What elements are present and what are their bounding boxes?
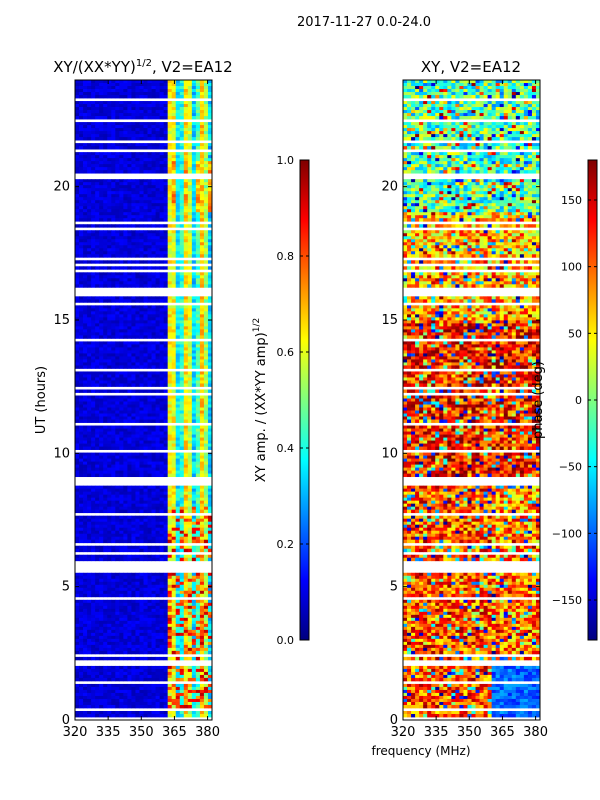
y-tick-label: 10	[381, 446, 398, 461]
common-xlabel: frequency (MHz)	[371, 744, 470, 758]
y-tick-label: 15	[53, 313, 70, 328]
colorbar-tick-label: 0.2	[277, 538, 295, 551]
phase-colorbar-ticks: −150 −100 −50 0 50 100 150	[552, 194, 597, 607]
amp-colorbar-label-main: XY amp. / (XX*YY amp)	[254, 332, 269, 482]
colorbar-tick-label: 0.0	[277, 634, 295, 647]
phase-axes-frame	[402, 79, 541, 721]
x-tick-label: 335	[96, 725, 121, 740]
colorbar-tick-label: 0.8	[277, 250, 295, 263]
amp-colorbar-label-exp: 1/2	[252, 318, 262, 332]
y-tick-label: 15	[381, 313, 398, 328]
x-tick-label: 365	[490, 725, 515, 740]
figure-suptitle: 2017-11-27 0.0-24.0	[297, 15, 431, 30]
x-tick-label: 365	[162, 725, 187, 740]
phase-xticks: 320 335 350 365 380	[391, 80, 548, 740]
amp-colorbar-label: XY amp. / (XX*YY amp)1/2	[252, 318, 269, 482]
colorbar-tick-label: −50	[559, 461, 582, 474]
phase-colorbar: −150 −100 −50 0 50 100 150 phase (deg)	[531, 159, 598, 641]
phase-colorbar-label: phase (deg)	[531, 361, 546, 439]
x-tick-label: 350	[457, 725, 482, 740]
amp-panel: XY/(XX*YY)1/2, V2=EA12 320 335 350 365 380 0…	[34, 58, 233, 740]
phase-heatmap	[403, 80, 540, 718]
y-tick-label: 20	[53, 180, 70, 195]
y-tick-label: 20	[381, 180, 398, 195]
y-tick-label: 0	[62, 713, 70, 728]
amp-xticks: 320 335 350 365 380	[63, 80, 220, 740]
amp-colorbar: 0.0 0.2 0.4 0.6 0.8 1.0 XY amp. / (XX*YY amp)…	[252, 154, 310, 647]
colorbar-tick-label: 0.4	[277, 442, 295, 455]
x-tick-label: 320	[391, 725, 416, 740]
phase-title-suffix: , V2=EA12	[440, 58, 521, 76]
phase-title-main: XY	[421, 58, 441, 76]
phase-title: XY, V2=EA12	[421, 58, 521, 76]
amp-colorbar-bar	[299, 159, 310, 641]
x-tick-label: 380	[195, 725, 220, 740]
amp-title-suffix: , V2=EA12	[152, 58, 233, 76]
amp-ylabel: UT (hours)	[34, 366, 49, 434]
colorbar-tick-label: 1.0	[277, 154, 295, 167]
y-tick-label: 5	[390, 580, 398, 595]
y-tick-label: 0	[390, 713, 398, 728]
colorbar-tick-label: 150	[561, 194, 582, 207]
amp-title-main: XY/(XX*YY)	[53, 58, 136, 76]
colorbar-tick-label: 0	[575, 394, 582, 407]
x-tick-label: 320	[63, 725, 88, 740]
amp-colorbar-ticks: 0.0 0.2 0.4 0.6 0.8 1.0	[277, 154, 309, 647]
amp-heatmap	[75, 80, 212, 718]
colorbar-tick-label: 0.6	[277, 346, 295, 359]
colorbar-tick-label: 100	[561, 261, 582, 274]
phase-yticks: 0 5 10 15 20	[381, 180, 540, 728]
amp-yticks: 0 5 10 15 20	[53, 180, 212, 728]
amp-axes-frame	[74, 79, 213, 721]
amp-title: XY/(XX*YY)1/2, V2=EA12	[53, 58, 232, 76]
phase-panel: XY, V2=EA12 320 335 350 365 380 0 5 10 15 20	[381, 58, 548, 740]
x-tick-label: 380	[523, 725, 548, 740]
colorbar-tick-label: −100	[552, 527, 582, 540]
y-tick-label: 10	[53, 446, 70, 461]
amp-title-exp: 1/2	[136, 58, 152, 69]
colorbar-tick-label: 50	[568, 327, 582, 340]
colorbar-tick-label: −150	[552, 594, 582, 607]
x-tick-label: 335	[424, 725, 449, 740]
y-tick-label: 5	[62, 580, 70, 595]
x-tick-label: 350	[129, 725, 154, 740]
